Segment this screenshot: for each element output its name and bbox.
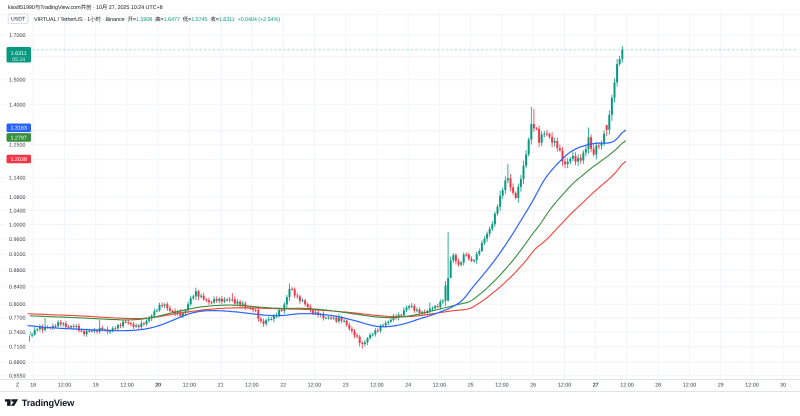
svg-text:26: 26 bbox=[530, 382, 536, 388]
svg-text:12:00: 12:00 bbox=[620, 382, 634, 388]
svg-text:0.8800: 0.8800 bbox=[9, 268, 26, 274]
svg-text:1.0800: 1.0800 bbox=[9, 195, 26, 201]
svg-text:24: 24 bbox=[405, 382, 411, 388]
svg-text:0.7400: 0.7400 bbox=[9, 330, 26, 336]
svg-text:1.2500: 1.2500 bbox=[9, 143, 26, 149]
svg-text:12:00: 12:00 bbox=[58, 382, 72, 388]
svg-text:0.6800: 0.6800 bbox=[9, 360, 26, 366]
svg-text:USDT: USDT bbox=[11, 17, 26, 23]
svg-text:1.1400: 1.1400 bbox=[9, 176, 26, 182]
svg-text:1.0400: 1.0400 bbox=[9, 208, 26, 214]
svg-text:1.2797: 1.2797 bbox=[10, 135, 27, 141]
svg-text:12:00: 12:00 bbox=[745, 382, 759, 388]
svg-text:18: 18 bbox=[30, 382, 36, 388]
svg-text:12:00: 12:00 bbox=[308, 382, 322, 388]
svg-text:21: 21 bbox=[218, 382, 224, 388]
svg-text:Z: Z bbox=[16, 382, 20, 388]
svg-text:TradingView: TradingView bbox=[22, 398, 75, 408]
svg-text:1.2038: 1.2038 bbox=[10, 157, 27, 163]
svg-text:22: 22 bbox=[280, 382, 286, 388]
svg-text:0.7700: 0.7700 bbox=[9, 316, 26, 322]
svg-text:28: 28 bbox=[655, 382, 661, 388]
svg-text:12:00: 12:00 bbox=[120, 382, 134, 388]
svg-text:20: 20 bbox=[155, 382, 161, 388]
svg-text:27: 27 bbox=[593, 382, 599, 388]
svg-text:12:00: 12:00 bbox=[183, 382, 197, 388]
svg-text:0.8400: 0.8400 bbox=[9, 285, 26, 291]
svg-text:0.9600: 0.9600 bbox=[9, 237, 26, 243]
svg-text:12:00: 12:00 bbox=[558, 382, 572, 388]
svg-text:1.7000: 1.7000 bbox=[9, 33, 26, 39]
svg-text:0.9200: 0.9200 bbox=[9, 252, 26, 258]
svg-text:1.3163: 1.3163 bbox=[10, 126, 27, 132]
svg-text:12:00: 12:00 bbox=[495, 382, 509, 388]
svg-text:12:00: 12:00 bbox=[370, 382, 384, 388]
svg-text:1.6311: 1.6311 bbox=[11, 51, 27, 57]
svg-text:05:34: 05:34 bbox=[12, 57, 25, 63]
svg-text:VIRTUAL / TetherUS · 1小时 · Bin: VIRTUAL / TetherUS · 1小时 · Binance 开=1.5… bbox=[34, 16, 280, 23]
svg-text:0.6550: 0.6550 bbox=[9, 374, 26, 380]
svg-text:12:00: 12:00 bbox=[433, 382, 447, 388]
svg-text:23: 23 bbox=[343, 382, 349, 388]
svg-text:30: 30 bbox=[780, 382, 786, 388]
svg-text:19: 19 bbox=[93, 382, 99, 388]
svg-text:12:00: 12:00 bbox=[245, 382, 259, 388]
svg-text:12:00: 12:00 bbox=[683, 382, 697, 388]
svg-text:1.4000: 1.4000 bbox=[9, 102, 26, 108]
svg-text:25: 25 bbox=[468, 382, 474, 388]
svg-text:1.0000: 1.0000 bbox=[9, 222, 26, 228]
svg-text:kiss851990与TradingView.com共创 ·: kiss851990与TradingView.com共创 · 10月 27, 2… bbox=[8, 4, 163, 11]
svg-text:0.8000: 0.8000 bbox=[9, 302, 26, 308]
svg-text:29: 29 bbox=[718, 382, 724, 388]
svg-text:1.5000: 1.5000 bbox=[9, 78, 26, 84]
svg-text:0.7100: 0.7100 bbox=[9, 345, 26, 351]
